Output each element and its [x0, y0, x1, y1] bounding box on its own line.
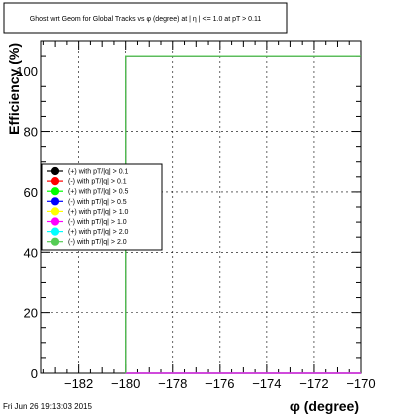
- x-axis-title: φ (degree): [290, 398, 359, 414]
- y-tick-label: 40: [24, 245, 38, 260]
- series-line: [125, 55, 361, 373]
- x-tick-label: −176: [205, 376, 234, 391]
- x-tick-label: −172: [299, 376, 328, 391]
- legend-label: (+) with pT/|q| > 0.1: [68, 169, 129, 176]
- legend: (+) with pT/|q| > 0.1 (-) with pT/|q| > 0…: [47, 166, 129, 246]
- timestamp-footer: Fri Jun 26 19:13:03 2015: [3, 402, 93, 411]
- x-tick-label: −180: [111, 376, 140, 391]
- legend-marker: [50, 207, 60, 216]
- legend-label: (-) with pT/|q| > 0.5: [68, 199, 127, 206]
- y-tick-label: 0: [31, 366, 38, 381]
- x-tick-label: −170: [346, 376, 375, 391]
- legend-label: (-) with pT/|q| > 0.1: [68, 179, 127, 186]
- legend-label: (+) with pT/|q| > 1.0: [68, 209, 129, 216]
- y-tick-label: 60: [24, 185, 38, 200]
- chart-title-box: [3, 2, 288, 34]
- y-tick-labels: 0 20 40 60 80 100: [16, 64, 38, 381]
- y-tick-label: 20: [24, 306, 38, 321]
- data-series: [125, 55, 361, 374]
- y-tick-label: 80: [24, 125, 38, 140]
- x-tick-labels: −182 −180 −178 −176 −174 −172 −170: [64, 376, 376, 391]
- legend-label: (+) with pT/|q| > 0.5: [68, 189, 129, 196]
- legend-marker: [50, 166, 60, 176]
- legend-label: (-) with pT/|q| > 2.0: [68, 239, 127, 246]
- legend-box: [41, 163, 163, 251]
- x-tick-label: −182: [64, 376, 93, 391]
- legend-marker: [50, 197, 60, 206]
- legend-marker: [50, 177, 60, 186]
- legend-marker: [50, 227, 60, 236]
- x-tick-label: −178: [158, 376, 187, 391]
- legend-marker: [50, 187, 60, 196]
- legend-label: (+) with pT/|q| > 2.0: [68, 229, 129, 236]
- legend-marker: [50, 217, 60, 226]
- y-tick-label: 100: [16, 64, 38, 79]
- legend-marker: [50, 237, 60, 246]
- x-tick-label: −174: [252, 376, 281, 391]
- legend-label: (-) with pT/|q| > 1.0: [68, 219, 127, 226]
- y-axis-title: Efficiency (%): [6, 43, 22, 135]
- chart-title: Ghost wrt Geom for Global Tracks vs φ (d…: [30, 16, 262, 23]
